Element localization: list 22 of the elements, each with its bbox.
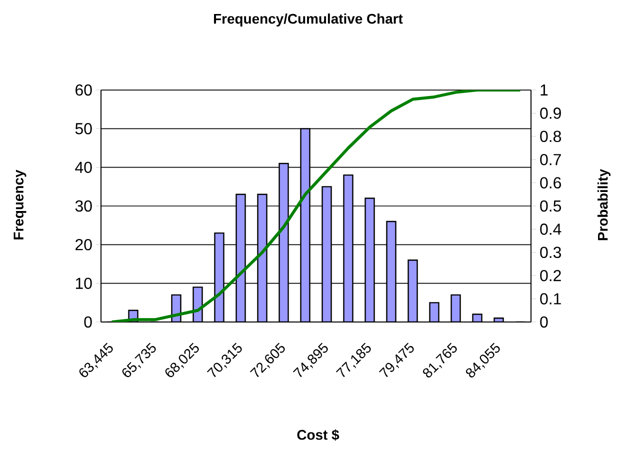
y2-axis-title: Probability bbox=[598, 169, 611, 240]
x-axis-title: Cost $ bbox=[297, 429, 340, 441]
y-tick-label: 0 bbox=[84, 316, 92, 328]
chart-title: Frequency/Cumulative Chart bbox=[214, 13, 403, 26]
y2-tick-label: 0.2 bbox=[540, 270, 561, 282]
y2-tick-label: 0.5 bbox=[540, 200, 562, 212]
y-tick-label: 20 bbox=[76, 239, 92, 250]
y2-tick-label: 0.8 bbox=[540, 130, 561, 142]
y2-tick-label: 0.1 bbox=[540, 293, 561, 304]
y-tick-label: 10 bbox=[76, 278, 92, 289]
y-tick-label: 40 bbox=[75, 162, 92, 173]
y-tick-label: 50 bbox=[75, 123, 92, 134]
y2-tick-label: 0.9 bbox=[540, 108, 561, 119]
y2-tick-label: 0 bbox=[540, 316, 548, 328]
y-axis-title: Frequency bbox=[14, 170, 26, 240]
y2-tick-label: 0.4 bbox=[540, 224, 562, 235]
y2-tick-label: 0.6 bbox=[540, 177, 561, 188]
y-tick-label: 60 bbox=[76, 84, 92, 96]
y2-tick-label: 0.3 bbox=[540, 246, 561, 258]
y-tick-label: 30 bbox=[75, 200, 92, 212]
y2-tick-label: 1 bbox=[540, 84, 548, 96]
y2-tick-label: 0.7 bbox=[540, 154, 561, 166]
